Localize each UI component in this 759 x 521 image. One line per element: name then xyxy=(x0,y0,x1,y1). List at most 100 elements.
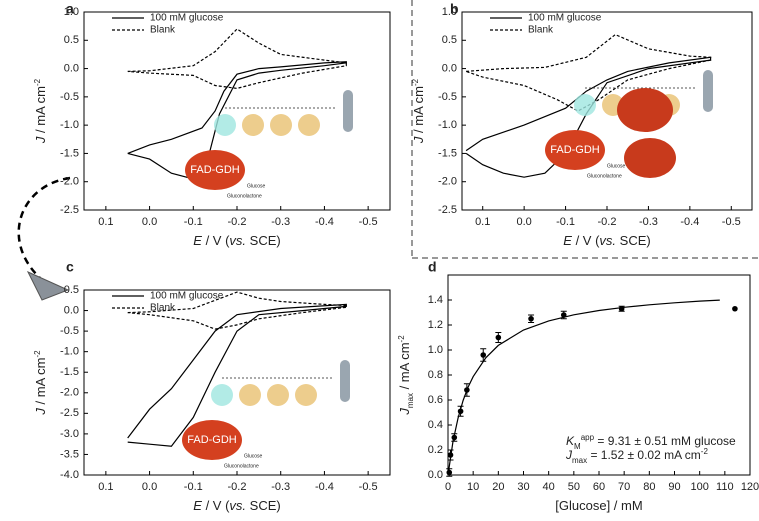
x-tick-label: -0.4 xyxy=(315,481,334,493)
y-tick-label: -2.5 xyxy=(438,204,457,216)
label-part: -2 xyxy=(397,335,406,343)
x-tick-label: 0.1 xyxy=(98,216,113,228)
label-part: -2 xyxy=(33,350,42,358)
y-tick-label: -1.5 xyxy=(60,147,79,159)
data-point xyxy=(451,434,458,441)
y-tick-label: -1.0 xyxy=(60,346,79,358)
y-tick-label: -2.0 xyxy=(438,176,457,188)
fit-annotation: Jmax = 1.52 ± 0.02 mA cm-2 xyxy=(565,447,708,465)
label-part: M xyxy=(574,442,581,451)
y-tick-label: 0.0 xyxy=(428,469,443,481)
y-tick-label: -0.5 xyxy=(60,325,79,337)
legend-label: Blank xyxy=(150,303,176,314)
substrate-label: Glucose xyxy=(244,453,263,459)
x-axis-label: E / V (vs. SCE) xyxy=(193,233,280,248)
enzyme xyxy=(624,138,676,178)
electrode xyxy=(343,90,353,132)
fit-annotation: KMapp = 9.31 ± 0.51 mM glucose xyxy=(566,433,736,451)
x-tick-label: -0.3 xyxy=(639,216,658,228)
label-part: / mA cm xyxy=(33,86,48,137)
label-part: app xyxy=(581,433,595,442)
substrate-label: Glucose xyxy=(607,163,626,169)
x-tick-label: 0.1 xyxy=(475,216,490,228)
y-tick-label: -2.5 xyxy=(60,204,79,216)
redox-unit xyxy=(295,384,317,406)
y-tick-label: -3.0 xyxy=(60,428,79,440)
x-tick-label: -0.2 xyxy=(228,481,247,493)
data-point xyxy=(732,305,738,312)
y-tick-label: -0.5 xyxy=(438,91,457,103)
panel-label: d xyxy=(428,259,437,275)
electrode xyxy=(703,70,713,112)
enzyme-inset: FAD-GDH Glucose Gluconolactone xyxy=(182,360,350,469)
y-tick-label: 0.6 xyxy=(428,394,443,406)
enzyme xyxy=(545,130,605,170)
y-tick-label: 0.5 xyxy=(64,34,79,46)
redox-unit xyxy=(242,114,264,136)
label-part: -2 xyxy=(411,78,420,86)
x-tick-label: 0.0 xyxy=(142,216,157,228)
x-tick-label: 30 xyxy=(517,481,529,493)
x-tick-label: 10 xyxy=(467,481,479,493)
y-tick-label: -1.5 xyxy=(60,366,79,378)
x-tick-label: -0.1 xyxy=(556,216,575,228)
enzyme xyxy=(182,420,242,460)
y-tick-label: -4.0 xyxy=(60,469,79,481)
cv-curve xyxy=(127,291,347,330)
label-part: / V ( xyxy=(202,233,230,248)
x-tick-label: 40 xyxy=(543,481,555,493)
label-part: K xyxy=(566,434,575,448)
legend-label: Blank xyxy=(150,25,176,36)
legend-label: 100 mM glucose xyxy=(150,291,224,302)
x-tick-label: -0.5 xyxy=(722,216,741,228)
y-tick-label: 0.4 xyxy=(428,419,443,431)
cv-curve xyxy=(127,303,347,447)
redox-unit xyxy=(214,114,236,136)
x-tick-label: -0.5 xyxy=(359,481,378,493)
label-part: / V ( xyxy=(202,498,230,513)
enzyme-inset: FAD-GDH Glucose Gluconolactone xyxy=(185,90,353,199)
product-label: Gluconolactone xyxy=(587,173,622,179)
label-part: J xyxy=(411,136,426,144)
x-tick-label: 120 xyxy=(741,481,759,493)
x-tick-label: 0.0 xyxy=(516,216,531,228)
product-label: Gluconolactone xyxy=(224,463,259,469)
label-part: vs. xyxy=(229,233,246,248)
x-tick-label: -0.4 xyxy=(680,216,699,228)
label-part: max xyxy=(406,393,415,408)
y-tick-label: -1.5 xyxy=(438,147,457,159)
y-tick-label: 0.0 xyxy=(64,62,79,74)
x-tick-label: 20 xyxy=(492,481,504,493)
label-part: J xyxy=(33,136,48,144)
x-tick-label: -0.5 xyxy=(359,216,378,228)
y-tick-label: -2.0 xyxy=(60,387,79,399)
enzyme-label: FAD-GDH xyxy=(187,434,237,446)
enzyme-label: FAD-GDH xyxy=(550,144,600,156)
legend-label: 100 mM glucose xyxy=(150,13,224,24)
x-axis-label: E / V (vs. SCE) xyxy=(193,498,280,513)
legend-label: 100 mM glucose xyxy=(528,13,602,24)
label-part: / V ( xyxy=(572,233,600,248)
label-part: SCE) xyxy=(246,498,281,513)
data-point xyxy=(495,334,502,341)
y-tick-label: 0.2 xyxy=(428,444,443,456)
data-point xyxy=(447,452,454,458)
label-part: / mA cm xyxy=(411,86,426,137)
label-part: -2 xyxy=(701,447,709,456)
x-tick-label: -0.3 xyxy=(271,216,290,228)
panel-label: b xyxy=(450,1,459,17)
arrow-head xyxy=(26,270,70,301)
label-part: vs. xyxy=(599,233,616,248)
label-part: SCE) xyxy=(246,233,281,248)
label-part: SCE) xyxy=(616,233,651,248)
x-tick-label: -0.4 xyxy=(315,216,334,228)
y-axis-label: J / mA cm-2 xyxy=(33,350,49,416)
label-part: max xyxy=(572,456,587,465)
redox-unit xyxy=(239,384,261,406)
y-tick-label: -1.0 xyxy=(60,119,79,131)
label-part: [Glucose] / mM xyxy=(555,498,642,513)
x-tick-label: 80 xyxy=(643,481,655,493)
y-tick-label: 1.0 xyxy=(442,6,457,18)
enzyme xyxy=(185,150,245,190)
